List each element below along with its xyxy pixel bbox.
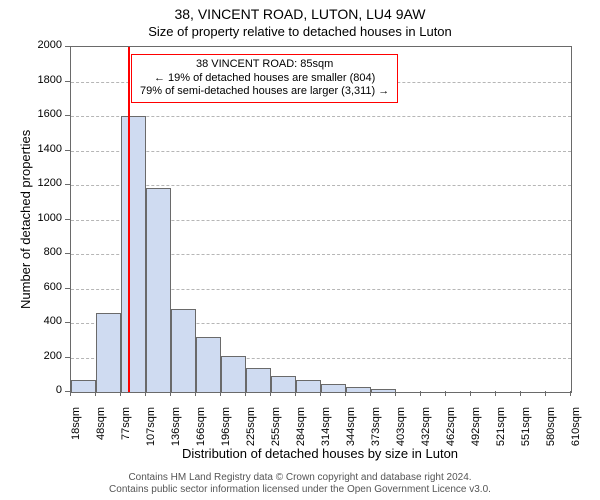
x-tick xyxy=(470,391,471,396)
annotation-line: 79% of semi-detached houses are larger (… xyxy=(140,85,389,99)
x-tick-label: 610sqm xyxy=(570,407,582,453)
x-tick-label: 225sqm xyxy=(245,407,257,453)
x-tick-label: 77sqm xyxy=(120,407,132,453)
y-tick-label: 400 xyxy=(32,315,62,327)
footer-line-2: Contains public sector information licen… xyxy=(0,484,600,496)
reference-line xyxy=(128,47,130,392)
y-tick-label: 800 xyxy=(32,246,62,258)
histogram-bar xyxy=(171,309,196,392)
chart-subtitle: Size of property relative to detached ho… xyxy=(0,24,600,39)
x-tick-label: 284sqm xyxy=(295,407,307,453)
x-tick xyxy=(195,391,196,396)
y-tick xyxy=(65,46,70,47)
y-tick xyxy=(65,288,70,289)
y-tick xyxy=(65,219,70,220)
x-tick xyxy=(220,391,221,396)
x-tick-label: 166sqm xyxy=(195,407,207,453)
x-tick-label: 373sqm xyxy=(370,407,382,453)
x-tick xyxy=(495,391,496,396)
x-tick-label: 492sqm xyxy=(470,407,482,453)
y-tick-label: 1400 xyxy=(32,143,62,155)
y-tick-label: 600 xyxy=(32,281,62,293)
x-tick xyxy=(420,391,421,396)
x-tick xyxy=(245,391,246,396)
histogram-bar xyxy=(71,380,96,392)
chart-footer: Contains HM Land Registry data © Crown c… xyxy=(0,472,600,496)
annotation-line: 38 VINCENT ROAD: 85sqm xyxy=(140,58,389,72)
y-tick xyxy=(65,184,70,185)
x-tick-label: 344sqm xyxy=(345,407,357,453)
x-tick xyxy=(270,391,271,396)
x-tick-label: 462sqm xyxy=(445,407,457,453)
x-tick xyxy=(395,391,396,396)
x-tick-label: 521sqm xyxy=(495,407,507,453)
x-tick-label: 136sqm xyxy=(170,407,182,453)
x-tick xyxy=(295,391,296,396)
x-tick xyxy=(520,391,521,396)
y-axis-label: Number of detached properties xyxy=(18,129,33,308)
x-tick xyxy=(370,391,371,396)
histogram-bar xyxy=(271,376,296,392)
x-tick-label: 196sqm xyxy=(220,407,232,453)
x-tick xyxy=(95,391,96,396)
x-tick-label: 551sqm xyxy=(520,407,532,453)
x-tick-label: 432sqm xyxy=(420,407,432,453)
histogram-bar xyxy=(246,368,271,392)
x-tick-label: 580sqm xyxy=(545,407,557,453)
x-tick xyxy=(570,391,571,396)
x-tick-label: 48sqm xyxy=(95,407,107,453)
x-tick xyxy=(345,391,346,396)
y-tick xyxy=(65,115,70,116)
grid-line xyxy=(71,151,571,152)
histogram-bar xyxy=(121,116,146,392)
histogram-bar xyxy=(296,380,321,392)
histogram-bar xyxy=(371,389,396,392)
y-tick xyxy=(65,322,70,323)
x-tick xyxy=(120,391,121,396)
y-tick-label: 1200 xyxy=(32,177,62,189)
x-tick-label: 255sqm xyxy=(270,407,282,453)
annotation-line: ← 19% of detached houses are smaller (80… xyxy=(140,72,389,86)
histogram-bar xyxy=(196,337,221,392)
x-tick xyxy=(445,391,446,396)
x-tick xyxy=(320,391,321,396)
x-tick xyxy=(145,391,146,396)
y-tick xyxy=(65,357,70,358)
x-tick xyxy=(70,391,71,396)
y-tick xyxy=(65,81,70,82)
page: 38, VINCENT ROAD, LUTON, LU4 9AW Size of… xyxy=(0,0,600,500)
y-tick-label: 2000 xyxy=(32,39,62,51)
y-tick xyxy=(65,253,70,254)
histogram-bar xyxy=(346,387,371,392)
y-tick-label: 1800 xyxy=(32,74,62,86)
grid-line xyxy=(71,116,571,117)
histogram-bar xyxy=(221,356,246,392)
y-tick-label: 1000 xyxy=(32,212,62,224)
grid-line xyxy=(71,185,571,186)
footer-line-1: Contains HM Land Registry data © Crown c… xyxy=(0,472,600,484)
x-tick-label: 18sqm xyxy=(70,407,82,453)
histogram-bar xyxy=(321,384,346,392)
y-tick xyxy=(65,150,70,151)
x-tick xyxy=(170,391,171,396)
x-tick xyxy=(545,391,546,396)
chart-title: 38, VINCENT ROAD, LUTON, LU4 9AW xyxy=(0,6,600,22)
y-tick-label: 200 xyxy=(32,350,62,362)
x-tick-label: 107sqm xyxy=(145,407,157,453)
y-tick-label: 1600 xyxy=(32,108,62,120)
plot-area: 38 VINCENT ROAD: 85sqm← 19% of detached … xyxy=(70,46,572,393)
histogram-bar xyxy=(146,188,171,392)
x-tick-label: 314sqm xyxy=(320,407,332,453)
y-tick-label: 0 xyxy=(32,384,62,396)
x-tick-label: 403sqm xyxy=(395,407,407,453)
histogram-bar xyxy=(96,313,121,392)
annotation-box: 38 VINCENT ROAD: 85sqm← 19% of detached … xyxy=(131,54,398,103)
